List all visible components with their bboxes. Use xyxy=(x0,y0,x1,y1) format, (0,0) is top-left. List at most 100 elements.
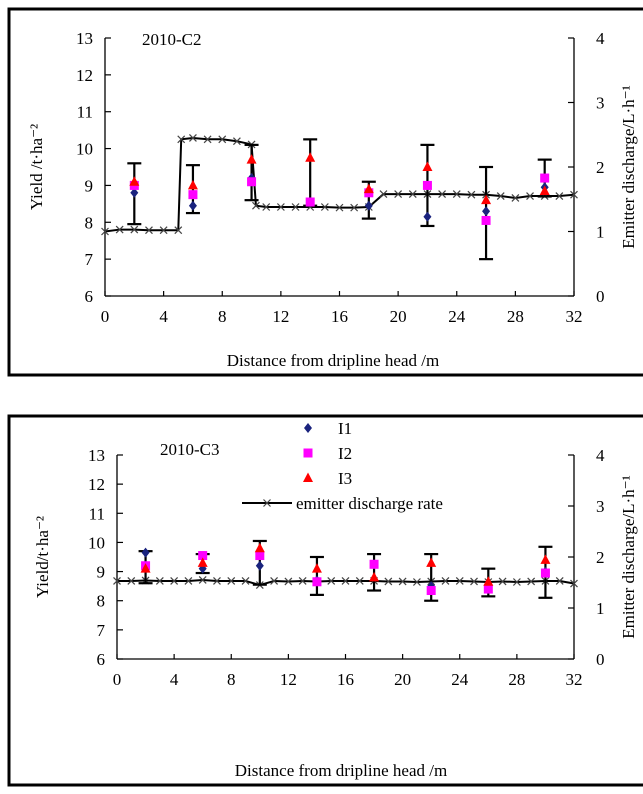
y-tick-label: 7 xyxy=(85,250,94,269)
emitter-point xyxy=(335,203,344,212)
emitter-point xyxy=(184,577,193,585)
emitter-point xyxy=(355,577,364,585)
y-tick-label: 6 xyxy=(85,287,94,306)
emitter-point xyxy=(170,577,179,585)
emitter-point xyxy=(276,203,285,211)
chart-frame xyxy=(7,7,643,377)
emitter-point xyxy=(174,226,183,235)
emitter-point xyxy=(350,203,359,212)
y-tick-label: 11 xyxy=(89,504,105,523)
chart-2010-c3: 0 4 8 12 16 20 24 28 32678910111213012342010-C3D… xyxy=(7,414,643,787)
emitter-point xyxy=(115,225,124,234)
x-tick-label: 32 xyxy=(566,307,583,326)
point-i1 xyxy=(255,560,264,571)
emitter-point xyxy=(130,225,139,234)
emitter-line xyxy=(104,136,575,233)
emitter-point xyxy=(291,203,300,211)
point-i2 xyxy=(305,197,315,207)
x-tick-label: 28 xyxy=(507,307,524,326)
y-tick-label: 9 xyxy=(85,176,94,195)
emitter-point xyxy=(284,577,293,586)
point-i2 xyxy=(483,584,493,594)
point-i3 xyxy=(539,185,550,195)
y-tick-label: 12 xyxy=(76,66,93,85)
point-i3 xyxy=(129,176,140,186)
legend-marker xyxy=(303,472,313,482)
emitter-point xyxy=(511,194,520,202)
point-i1 xyxy=(188,200,197,211)
x-tick-label: 8 xyxy=(227,670,236,689)
emitter-point xyxy=(198,576,207,584)
x-tick-label: 0 xyxy=(113,670,122,689)
x-tick-label: 16 xyxy=(337,670,354,689)
point-i3 xyxy=(187,179,198,190)
y2-axis-label: Emitter discharge/L·h⁻¹ xyxy=(619,85,638,248)
x-tick-label: 0 xyxy=(101,307,110,326)
chart-frame xyxy=(7,414,643,787)
y2-tick-label: 3 xyxy=(596,94,605,113)
emitter-point xyxy=(379,190,388,199)
y2-tick-label: 4 xyxy=(596,29,605,48)
emitter-point xyxy=(412,578,421,586)
emitter-point xyxy=(555,192,564,200)
emitter-point xyxy=(398,577,407,586)
emitter-point xyxy=(145,226,153,235)
point-i2 xyxy=(255,551,265,561)
emitter-point xyxy=(394,190,403,199)
point-i2 xyxy=(481,215,491,225)
y-tick-label: 13 xyxy=(76,29,93,48)
legend-label: I1 xyxy=(338,419,352,438)
point-i1 xyxy=(130,187,139,198)
point-i2 xyxy=(426,586,436,596)
point-i3 xyxy=(311,563,322,573)
point-i3 xyxy=(197,557,208,567)
x-tick-label: 28 xyxy=(508,670,525,689)
emitter-point xyxy=(384,577,393,586)
point-i3 xyxy=(426,557,437,567)
emitter-point xyxy=(408,190,417,199)
emitter-point xyxy=(320,203,329,211)
chart-title: 2010-C3 xyxy=(160,440,220,459)
y2-axis-label: Emitter discharge/L·h⁻¹ xyxy=(619,475,638,638)
x-tick-label: 12 xyxy=(272,307,289,326)
emitter-point xyxy=(527,577,536,586)
emitter-point xyxy=(113,577,121,585)
series-i3 xyxy=(129,152,550,205)
emitter-point xyxy=(218,135,227,144)
y2-tick-label: 0 xyxy=(596,287,605,306)
chart-2010-c2: 0 4 8 12 16 20 24 28 32678910111213012342010-C2D… xyxy=(7,7,643,377)
emitter-point xyxy=(467,190,476,199)
emitter-point xyxy=(203,135,212,144)
x-tick-label: 4 xyxy=(159,307,168,326)
emitter-point xyxy=(241,577,250,585)
emitter-point xyxy=(227,577,236,585)
y-axis-label: Yield/t·ha⁻² xyxy=(33,516,52,598)
emitter-point xyxy=(441,577,450,585)
point-i3 xyxy=(483,576,494,586)
y-tick-label: 10 xyxy=(88,533,105,552)
emitter-point xyxy=(341,577,350,585)
legend-label: I2 xyxy=(338,444,352,463)
point-i2 xyxy=(188,190,198,200)
x-tick-label: 16 xyxy=(331,307,348,326)
emitter-point xyxy=(512,578,521,586)
y2-tick-label: 3 xyxy=(596,497,605,516)
point-i1 xyxy=(423,211,432,222)
y2-tick-label: 1 xyxy=(596,223,605,242)
point-i3 xyxy=(540,554,551,564)
point-i3 xyxy=(481,194,492,205)
emitter-point xyxy=(470,577,478,586)
point-i1 xyxy=(482,206,491,217)
emitter-point xyxy=(570,579,578,588)
y2-tick-label: 1 xyxy=(596,599,605,618)
point-i2 xyxy=(198,551,208,561)
legend-label: I3 xyxy=(338,469,352,488)
point-i3 xyxy=(422,161,433,171)
point-i3 xyxy=(140,563,151,573)
series-i3 xyxy=(140,542,551,586)
point-i1 xyxy=(141,547,150,558)
emitter-point xyxy=(498,577,507,586)
x-axis-label: Distance from dripline head /m xyxy=(235,761,447,780)
emitter-point xyxy=(127,577,136,585)
point-i2 xyxy=(540,568,550,578)
